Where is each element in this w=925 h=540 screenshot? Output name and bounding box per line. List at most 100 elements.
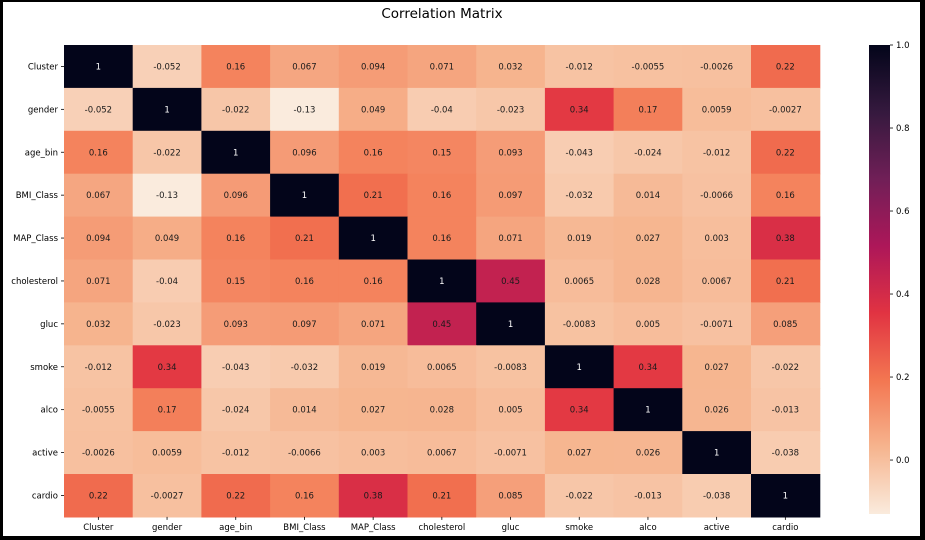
heatmap-cell [132, 216, 202, 261]
heatmap-cell [64, 474, 134, 518]
cell-value-label: -0.032 [566, 191, 593, 201]
heatmap-cell [201, 130, 271, 175]
cell-value-label: 0.17 [158, 406, 177, 416]
cell-value-label: 0.22 [776, 148, 795, 158]
heatmap-cell [682, 173, 752, 218]
heatmap-cell [201, 173, 271, 218]
cell-value-label: -0.022 [772, 363, 799, 373]
heatmap-cell [407, 302, 477, 346]
cell-value-label: 0.21 [432, 491, 451, 501]
cell-value-label: -0.0083 [494, 363, 527, 373]
y-tick-label: cholesterol [11, 277, 58, 287]
cell-value-label: 0.067 [292, 62, 316, 72]
heatmap-cell [751, 302, 821, 346]
cell-value-label: 0.17 [638, 105, 657, 115]
cell-value-label: 0.026 [704, 406, 728, 416]
colorbar: 1.0 0.8 0.6 0.4 0.2 0.0 [869, 41, 910, 514]
cell-value-label: 0.38 [364, 491, 383, 501]
x-tick-label: alco [639, 523, 656, 533]
heatmap-cell [751, 173, 821, 218]
cell-value-label: 0.014 [636, 191, 660, 201]
heatmap-cell [613, 173, 683, 218]
cell-value-label: 0.085 [498, 491, 522, 501]
cell-value-label: 0.005 [636, 320, 660, 330]
heatmap-cell [64, 431, 134, 475]
cell-value-label: -0.012 [222, 449, 249, 459]
heatmap-cell [201, 431, 271, 475]
cell-value-label: 0.16 [226, 234, 245, 244]
heatmap-cell [476, 302, 546, 346]
heatmap-cell [544, 474, 615, 518]
cell-value-label: 0.0067 [427, 449, 457, 459]
cell-value-label: 0.027 [567, 449, 591, 459]
cell-value-label: 0.16 [89, 148, 108, 158]
heatmap-cell [64, 388, 134, 432]
cell-value-label: 0.0065 [564, 277, 594, 287]
x-tick-label: age_bin [219, 523, 252, 533]
heatmap-cell [682, 45, 752, 89]
y-tick-label: Cluster [28, 62, 59, 72]
heatmap-cell [544, 216, 615, 261]
heatmap-cell [64, 87, 134, 132]
cell-value-label: 0.096 [292, 148, 316, 158]
heatmap-cell [613, 302, 683, 346]
y-tick-label: active [32, 449, 58, 459]
x-tick-label: gluc [502, 523, 520, 533]
heatmap-chart: Correlation Matrix 1 -0.052 0.16 0.067 0.094… [11, 6, 910, 533]
heatmap-cell [338, 388, 409, 432]
heatmap-cell [613, 216, 683, 261]
colorbar-tick-label: 0.4 [896, 290, 910, 300]
cell-value-label: 0.003 [704, 234, 728, 244]
heatmap-cell [270, 431, 340, 475]
heatmap-cell [270, 216, 340, 261]
heatmap-cell [64, 216, 134, 261]
heatmap-cell [201, 302, 271, 346]
heatmap-cell [613, 130, 683, 175]
heatmap-cell [64, 345, 134, 389]
heatmap-cell [407, 173, 477, 218]
heatmap-cell [132, 302, 202, 346]
heatmap-cell [407, 87, 477, 132]
cell-value-label: 1 [714, 449, 719, 459]
heatmap-cell [476, 431, 546, 475]
heatmap-cell [64, 259, 134, 303]
cell-value-label: 0.16 [432, 234, 451, 244]
heatmap-cell [407, 216, 477, 261]
heatmap-cell [544, 45, 615, 89]
colorbar-gradient [869, 45, 890, 514]
heatmap-cell [201, 259, 271, 303]
cell-value-label: -0.0027 [151, 491, 184, 501]
heatmap-cell [132, 388, 202, 432]
cell-value-label: 1 [370, 234, 375, 244]
cell-value-label: 0.071 [430, 62, 454, 72]
x-tick-label: smoke [565, 523, 593, 533]
heatmap-cell [201, 474, 271, 518]
heatmap-cell [751, 259, 821, 303]
cell-value-label: 0.027 [361, 406, 385, 416]
cell-value-label: 0.16 [226, 62, 245, 72]
heatmap-cell [270, 130, 340, 175]
cell-value-label: 0.34 [158, 363, 177, 373]
heatmap-cell [64, 173, 134, 218]
heatmap-cell [476, 173, 546, 218]
cell-value-label: 0.16 [364, 277, 383, 287]
cell-value-label: 0.15 [226, 277, 245, 287]
heatmap-cell [751, 431, 821, 475]
heatmap-cell [544, 87, 615, 132]
cell-value-label: -0.022 [566, 491, 593, 501]
heatmap-cell [476, 130, 546, 175]
heatmap-cell [751, 87, 821, 132]
y-axis-labels: Cluster gender age_bin BMI_Class MAP_Classch… [11, 62, 64, 501]
heatmap-cell [407, 388, 477, 432]
heatmap-cell [544, 345, 615, 389]
y-tick-label: MAP_Class [13, 234, 58, 244]
heatmap-cell [338, 302, 409, 346]
heatmap-cell [338, 431, 409, 475]
heatmap-cell [751, 388, 821, 432]
cell-value-label: -0.0055 [82, 406, 115, 416]
heatmap-cell [270, 45, 340, 89]
cell-value-label: 0.22 [89, 491, 108, 501]
cell-value-label: 0.032 [498, 62, 522, 72]
cell-value-label: -0.022 [222, 105, 249, 115]
cell-value-label: 0.085 [773, 320, 797, 330]
